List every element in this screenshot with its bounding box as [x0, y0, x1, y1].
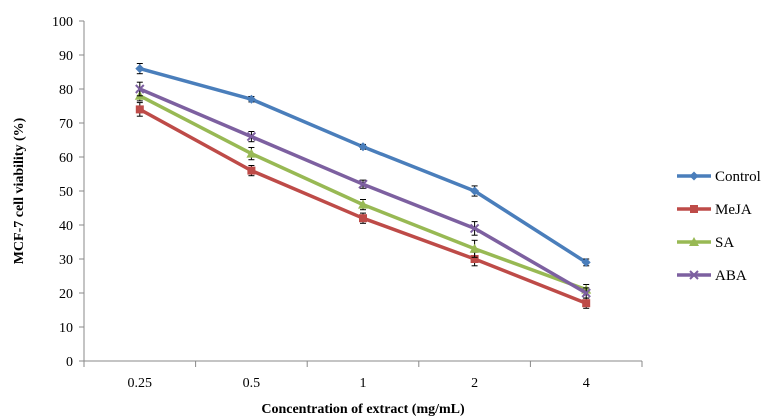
- legend: Control MeJA SA ABA: [677, 169, 761, 284]
- data-point: [581, 288, 591, 298]
- legend-label: Control: [715, 169, 761, 185]
- y-tick-label: 20: [59, 287, 73, 302]
- series-line-sa: [138, 94, 588, 292]
- legend-label: MeJA: [715, 202, 752, 218]
- data-point: [246, 131, 257, 142]
- data-point: [469, 243, 480, 253]
- y-tick-label: 0: [66, 355, 73, 370]
- legend-item-sa: SA: [677, 235, 734, 251]
- marker-stroke: [358, 179, 368, 189]
- y-tick-label: 70: [59, 117, 73, 132]
- y-tick-label: 30: [59, 253, 73, 268]
- x-tick-label: 4: [583, 376, 590, 391]
- data-point: [582, 299, 591, 308]
- data-point: [358, 142, 368, 152]
- series-control: [135, 63, 591, 267]
- data-point: [358, 199, 368, 209]
- data-point: [246, 94, 256, 104]
- y-tick-label: 100: [52, 15, 73, 30]
- series-sa: [134, 90, 592, 296]
- data-point: [135, 84, 145, 94]
- legend-item-aba: ABA: [677, 268, 747, 284]
- x-tick-label: 2: [471, 376, 478, 391]
- series-aba: [135, 81, 591, 299]
- data-point: [470, 186, 480, 196]
- legend-marker: [689, 237, 699, 246]
- y-tick-label: 50: [59, 185, 73, 200]
- y-axis-title: MCF-7 cell viability (%): [12, 117, 27, 264]
- y-tick-label: 80: [59, 83, 73, 98]
- y-tick-label: 40: [59, 219, 73, 234]
- legend-marker: [689, 171, 699, 181]
- data-point: [135, 64, 145, 74]
- series-layer: [134, 63, 592, 309]
- marker-stroke: [469, 223, 480, 234]
- axes: 0 10 20 30 40 50 60 70 80 90 100 0.25 0.5 1 2 4: [52, 15, 643, 391]
- legend-marker: [690, 205, 698, 213]
- data-point: [469, 223, 480, 234]
- marker-stroke: [246, 131, 257, 142]
- series-line-control: [138, 66, 588, 265]
- data-point: [135, 105, 144, 114]
- x-tick-label: 0.5: [243, 376, 261, 391]
- marker-stroke: [135, 84, 145, 94]
- legend-item-meja: MeJA: [677, 202, 752, 218]
- x-axis-title: Concentration of extract (mg/mL): [261, 402, 465, 417]
- legend-label: ABA: [715, 268, 747, 284]
- data-point: [246, 148, 257, 158]
- legend-label: SA: [715, 235, 734, 251]
- y-tick-label: 60: [59, 151, 73, 166]
- data-point: [247, 166, 256, 175]
- legend-item-control: Control: [677, 169, 761, 185]
- y-tick-label: 10: [59, 321, 73, 336]
- x-tick-label: 1: [360, 376, 367, 391]
- series-line-aba: [138, 87, 588, 295]
- x-tick-label: 0.25: [128, 376, 153, 391]
- legend-marker: [689, 270, 699, 280]
- data-point: [358, 179, 368, 189]
- data-point: [581, 257, 591, 267]
- marker-stroke: [581, 288, 591, 298]
- data-point: [359, 214, 367, 223]
- marker-stroke: [689, 270, 699, 280]
- y-tick-label: 90: [59, 49, 73, 64]
- data-point: [470, 255, 479, 263]
